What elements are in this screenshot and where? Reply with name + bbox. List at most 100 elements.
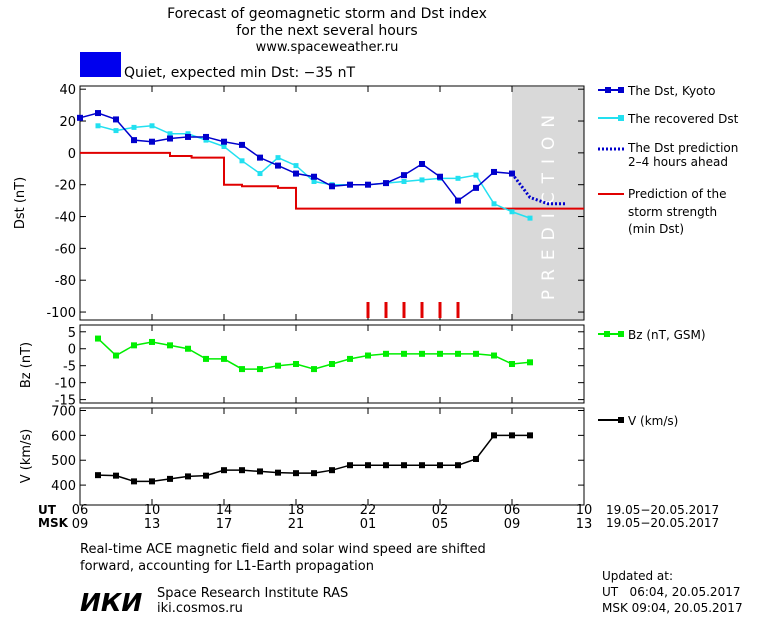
dst-ylabel: Dst (nT) [13, 177, 28, 229]
v-point [365, 462, 371, 469]
recovered-dst-point [149, 123, 155, 129]
recovered-dst-point [131, 124, 137, 130]
legend-bz-marker [618, 331, 624, 337]
v-point [329, 467, 335, 474]
v-point [113, 472, 119, 479]
bz-point [239, 366, 245, 373]
v-point [293, 470, 299, 477]
status-label: Quiet, expected min Dst: −35 nT [124, 65, 356, 81]
legend: The Dst, Kyoto The recovered Dst The Dst… [598, 84, 739, 428]
y-tick-label: 5 [68, 326, 76, 341]
bz-point [329, 361, 335, 367]
kyoto-dst-point [437, 173, 443, 180]
kyoto-dst-point [113, 116, 119, 123]
y-tick-label: 20 [59, 115, 76, 130]
recovered-dst-point [491, 201, 497, 207]
bz-point [185, 345, 191, 352]
v-panel-frame [79, 407, 585, 506]
recovered-dst-point [167, 131, 173, 137]
y-tick-label: 600 [51, 429, 76, 444]
v-point [185, 473, 191, 480]
y-tick-label: -80 [55, 274, 76, 289]
bz-ylabel: Bz (nT) [19, 342, 34, 388]
recovered-dst-point [239, 158, 245, 164]
iki-logo: ИКИ [80, 588, 142, 617]
y-tick-label: 700 [51, 404, 76, 419]
kyoto-dst-point [203, 133, 209, 140]
recovered-dst-point [203, 137, 209, 143]
kyoto-dst-point [221, 138, 227, 145]
dst-panel-frame [79, 85, 585, 321]
v-point [95, 472, 101, 479]
kyoto-dst-point [293, 170, 299, 177]
ut-axis-label: UT [38, 503, 57, 517]
v-ylabel: V (km/s) [19, 429, 34, 484]
kyoto-dst-point [473, 184, 479, 191]
ut-tick-label: 14 [216, 503, 233, 518]
title-line2: for the next several hours [236, 23, 417, 39]
legend-bz-label: Bz (nT, GSM) [628, 328, 706, 342]
msk-tick-label: 13 [144, 517, 161, 532]
kyoto-dst-point [239, 141, 245, 148]
bz-point [347, 355, 353, 362]
bz-point [455, 350, 461, 357]
updated-label: Updated at: [602, 569, 673, 583]
legend-v-label: V (km/s) [628, 414, 678, 428]
bz-point [203, 355, 209, 362]
legend-kyoto-label: The Dst, Kyoto [627, 84, 715, 98]
bz-point [527, 359, 533, 366]
bz-point [131, 342, 137, 349]
kyoto-dst-point [95, 110, 101, 117]
recovered-dst-point [311, 179, 317, 185]
v-point [455, 462, 461, 469]
kyoto-dst-point [329, 183, 335, 190]
ut-tick-label: 22 [360, 503, 377, 518]
y-tick-label: 400 [51, 479, 76, 494]
kyoto-dst-point [365, 181, 371, 188]
ut-tick-label: 06 [504, 503, 521, 518]
y-tick-label: -20 [55, 179, 76, 194]
msk-tick-label: 05 [432, 517, 449, 532]
bz-point [509, 361, 515, 367]
legend-kyoto-marker [618, 87, 624, 93]
bz-point [293, 361, 299, 367]
msk-tick-label: 21 [288, 517, 305, 532]
v-point [401, 462, 407, 469]
bz-point [113, 352, 119, 359]
kyoto-dst-point [401, 172, 407, 179]
legend-prediction-label-2: 2–4 hours ahead [628, 155, 728, 169]
date-range-ut: 19.05−20.05.2017 [606, 503, 719, 517]
bz-point [311, 366, 317, 373]
msk-tick-label: 01 [360, 517, 377, 532]
y-tick-label: -10 [55, 377, 76, 392]
dst-prediction-line [510, 172, 566, 206]
v-point [437, 462, 443, 469]
y-tick-label: 40 [59, 83, 76, 98]
y-tick-label: 0 [68, 343, 76, 358]
v-point [275, 469, 281, 476]
v-point [491, 432, 497, 439]
date-range-msk: 19.05−20.05.2017 [606, 516, 719, 530]
kyoto-dst-point [419, 161, 425, 167]
recovered-dst-point [473, 172, 479, 178]
kyoto-dst-point [509, 170, 515, 177]
legend-strength-label-2: storm strength [628, 205, 717, 219]
site-label: www.spaceweather.ru [256, 40, 399, 55]
footer-note-line1: Real-time ACE magnetic field and solar w… [80, 542, 486, 557]
institute-site: iki.cosmos.ru [157, 601, 243, 616]
bz-point [365, 352, 371, 359]
bz-point [95, 335, 101, 342]
msk-axis-label: MSK [38, 516, 69, 530]
title-line1: Forecast of geomagnetic storm and Dst in… [167, 6, 487, 22]
kyoto-dst-point [275, 162, 281, 169]
recovered-dst-point [527, 215, 533, 221]
v-point [221, 467, 227, 474]
bz-panel-frame [79, 324, 585, 404]
legend-prediction-label-1: The Dst prediction [627, 141, 738, 155]
status-swatch [80, 52, 121, 77]
v-point [239, 467, 245, 474]
msk-tick-label: 13 [576, 517, 593, 532]
v-point [311, 470, 317, 477]
kyoto-dst-point [167, 135, 173, 142]
